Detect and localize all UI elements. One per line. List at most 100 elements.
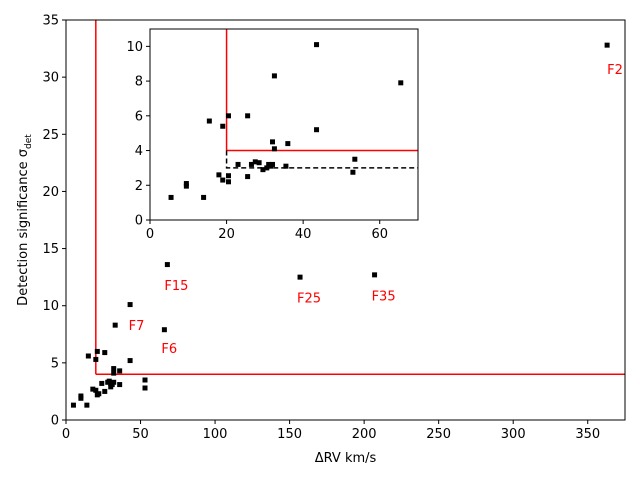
y-axis-label-main: Detection significance σ xyxy=(16,149,31,306)
plot-frame xyxy=(65,19,626,421)
inset-y-tick-label: 8 xyxy=(135,75,143,90)
data-point xyxy=(78,395,84,401)
inset-x-tick-label: 60 xyxy=(371,227,388,242)
data-point xyxy=(111,366,117,372)
y-tick-label: 10 xyxy=(42,299,59,314)
data-point xyxy=(161,327,167,333)
x-axis-label: ΔRV km/s xyxy=(315,451,377,466)
data-point xyxy=(94,348,100,354)
x-tick-label: 300 xyxy=(501,427,526,442)
inset-y-tick-label: 6 xyxy=(135,109,143,124)
inset-data-point xyxy=(271,146,277,152)
data-point xyxy=(102,350,108,356)
x-tick-label: 150 xyxy=(277,427,302,442)
y-tick-label: 20 xyxy=(42,185,59,200)
inset-data-point xyxy=(201,194,207,200)
inset-dashed-threshold-line xyxy=(225,150,418,169)
data-point xyxy=(117,368,123,374)
data-point xyxy=(117,382,123,388)
y-tick-label: 0 xyxy=(51,414,59,429)
y-tick-label: 15 xyxy=(42,242,59,257)
inset-y-tick-label: 10 xyxy=(126,40,143,55)
inset-y-tick-label: 0 xyxy=(135,214,143,229)
inset-plot-background xyxy=(150,29,418,220)
data-point xyxy=(297,274,303,280)
y-axis-label: Detection significance σdet xyxy=(16,134,34,306)
inset-data-point xyxy=(220,177,226,183)
y-tick-label: 5 xyxy=(51,356,59,371)
inset-data-point xyxy=(216,172,222,178)
inset-data-point xyxy=(225,173,231,179)
data-point xyxy=(93,387,99,393)
data-point xyxy=(604,42,610,48)
data-point xyxy=(99,380,105,386)
inset-data-point xyxy=(350,169,356,175)
data-point xyxy=(127,358,133,364)
data-point xyxy=(94,392,100,398)
inset-data-point xyxy=(256,160,262,166)
data-point xyxy=(85,353,91,359)
data-point xyxy=(84,402,90,408)
inset-data-point xyxy=(271,73,277,79)
inset-x-tick-label: 0 xyxy=(146,227,154,242)
inset-plot-frame xyxy=(149,28,419,221)
data-point xyxy=(93,356,99,362)
inset-data-point xyxy=(252,159,258,165)
inset-data-point xyxy=(225,113,231,119)
inset-data-point xyxy=(225,179,231,185)
x-tick-label: 50 xyxy=(132,427,149,442)
annotation-label: F6 xyxy=(161,342,177,357)
inset-data-point xyxy=(260,167,266,173)
inset-data-point xyxy=(235,161,241,167)
inset-data-point xyxy=(352,156,358,162)
data-point xyxy=(90,386,96,392)
data-point xyxy=(108,384,114,390)
inset-data-point xyxy=(270,139,276,145)
x-tick-label: 250 xyxy=(426,427,451,442)
y-axis-label-subscript: det xyxy=(24,134,34,149)
inset-data-point xyxy=(285,141,291,147)
annotation-label: F35 xyxy=(372,289,396,304)
inset-x-tick-label: 20 xyxy=(218,227,235,242)
inset-data-point xyxy=(168,194,174,200)
inset-data-point xyxy=(245,113,251,119)
inset-data-point xyxy=(183,183,189,189)
data-point xyxy=(372,272,378,278)
inset-plot: 0 20 40 60 0 2 4 6 8 10 xyxy=(126,28,419,242)
inset-data-point xyxy=(398,80,404,86)
inset-data-point xyxy=(314,127,320,133)
inset-data-point xyxy=(206,118,212,124)
x-tick-label: 0 xyxy=(62,427,70,442)
data-point xyxy=(111,370,117,376)
inset-data-point xyxy=(248,161,254,167)
inset-data-point xyxy=(283,163,289,169)
data-point xyxy=(142,385,148,391)
y-tick-label: 30 xyxy=(42,71,59,86)
inset-y-tick-label: 4 xyxy=(135,144,143,159)
inset-data-point xyxy=(245,174,251,180)
annotation-label: F2 xyxy=(607,63,623,78)
x-tick-label: 350 xyxy=(575,427,600,442)
annotation-label: F25 xyxy=(297,292,321,307)
data-point xyxy=(127,302,133,308)
annotation-label: F7 xyxy=(129,319,145,334)
inset-x-tick-label: 40 xyxy=(295,227,312,242)
x-tick-label: 200 xyxy=(352,427,377,442)
data-point xyxy=(111,379,117,385)
y-tick-label: 35 xyxy=(42,14,59,29)
annotation-label: F15 xyxy=(164,279,188,294)
data-point xyxy=(164,262,170,268)
inset-data-point xyxy=(264,165,270,171)
y-tick-label: 25 xyxy=(42,128,59,143)
inset-y-tick-label: 2 xyxy=(135,179,143,194)
data-point xyxy=(102,388,108,394)
data-point xyxy=(142,377,148,383)
inset-data-point xyxy=(220,123,226,129)
data-point xyxy=(112,322,118,328)
inset-data-point xyxy=(270,161,276,167)
data-point xyxy=(70,402,76,408)
inset-data-point xyxy=(183,181,189,187)
inset-data-point xyxy=(314,42,320,48)
x-tick-label: 100 xyxy=(203,427,228,442)
